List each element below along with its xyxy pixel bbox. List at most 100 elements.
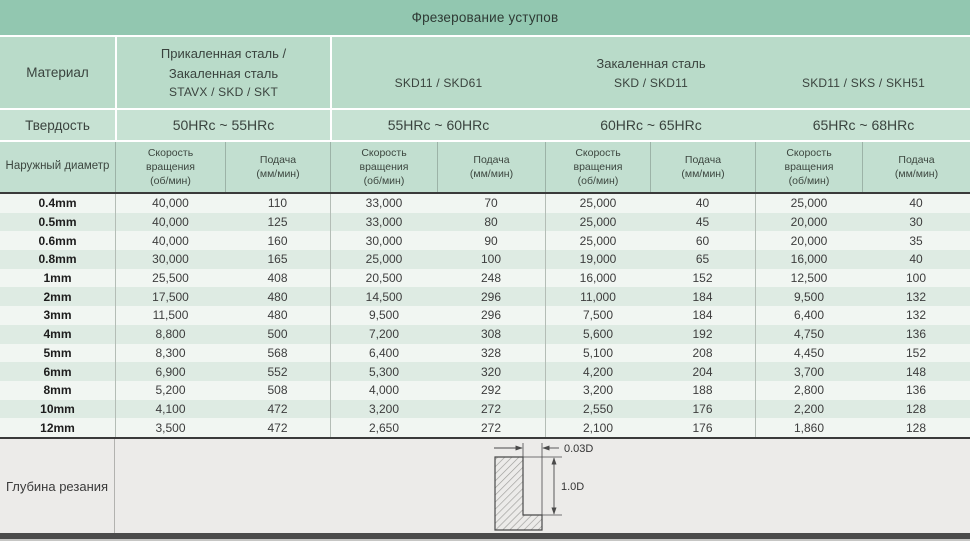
- diameter-cell: 12mm: [40, 420, 75, 435]
- feed-column-header-g1: Подача (мм/мин): [225, 142, 330, 192]
- speed-cell: 33,000: [330, 212, 437, 232]
- speed-cell: 14,500: [330, 287, 437, 307]
- feed-cell: 65: [695, 252, 710, 267]
- material-group1-cell: Прикаленная сталь / Закаленная сталь STA…: [115, 37, 330, 108]
- feed-cell: 272: [480, 420, 502, 435]
- feed-cell: 70: [484, 196, 498, 211]
- speed-cell: 12,500: [755, 268, 862, 288]
- diameter-cell: 8mm: [43, 383, 72, 398]
- feed-cell: 100: [905, 271, 927, 286]
- hardness-group3-value: 60HRc ~ 65HRc: [600, 117, 702, 133]
- speed-cell: 9,500: [330, 306, 437, 325]
- feed-cell: 292: [480, 383, 502, 398]
- table-row: 0.5mm 40,000 125 33,000 80 25,000 45 20,000 30: [0, 212, 970, 232]
- hardness-merged-cell: 55HRc ~ 60HRc 60HRc ~ 65HRc 65HRc ~ 68HR…: [330, 110, 970, 140]
- column-header-row: Наружный диаметр Скорость вращения (об/м…: [0, 142, 970, 194]
- dimension-extension-lines: [522, 443, 562, 516]
- speed-cell: 17,500: [115, 287, 225, 307]
- workpiece-cross-section: [494, 456, 543, 531]
- material-group1-line2: Закаленная сталь: [168, 65, 279, 81]
- feed-cell: 184: [692, 289, 713, 304]
- speed-cell: 1,860: [755, 418, 862, 437]
- table-row: 3mm 11,500 480 9,500 296 7,500 184 6,400 132: [0, 306, 970, 325]
- material-group1-alloys: STAVX / SKD / SKT: [169, 85, 278, 99]
- material-group3-alloys: SKD / SKD11: [613, 75, 688, 90]
- step-cut-diagram: 0.03D 1.0D: [494, 443, 593, 531]
- feed-cell: 35: [909, 233, 923, 248]
- speed-cell: 11,500: [115, 306, 225, 325]
- feed-cell: 152: [692, 271, 713, 286]
- feed-cell: 320: [480, 364, 502, 379]
- table-body: 0.4mm 40,000 110 33,000 70 25,000 40 25,000 40 0.…: [0, 194, 970, 439]
- material-group2-alloys: SKD11 / SKD61: [394, 75, 483, 90]
- speed-cell: 4,200: [545, 362, 650, 381]
- speed-column-header-g2: Скорость вращения (об/мин): [330, 142, 437, 192]
- table-row: 0.8mm 30,000 165 25,000 100 19,000 65 16,000 40: [0, 250, 970, 269]
- table-row: 0.4mm 40,000 110 33,000 70 25,000 40 25,000 40: [0, 194, 970, 213]
- material-row-label: Материал: [26, 65, 89, 80]
- hardness-group4-value: 65HRc ~ 68HRc: [812, 117, 915, 133]
- feed-cell: 248: [480, 271, 502, 286]
- diameter-cell: 1mm: [43, 271, 72, 286]
- feed-cell: 272: [480, 401, 502, 416]
- hardness-header-row: Твердость 50HRc ~ 55HRc 55HRc ~ 60HRc 60…: [0, 110, 970, 142]
- speed-cell: 25,500: [115, 268, 225, 288]
- table-row: 1mm 25,500 408 20,500 248 16,000 152 12,500 100: [0, 268, 970, 288]
- feed-cell: 480: [267, 289, 288, 304]
- feed-cell: 100: [480, 252, 502, 267]
- diameter-cell: 10mm: [40, 401, 75, 416]
- speed-cell: 20,500: [330, 268, 437, 288]
- feed-cell: 408: [267, 271, 288, 286]
- feed-cell: 500: [267, 327, 288, 342]
- feed-column-header-g2: Подача (мм/мин): [437, 142, 545, 192]
- speed-cell: 16,000: [545, 268, 650, 288]
- table-row: 5mm 8,300 568 6,400 328 5,100 208 4,450 152: [0, 343, 970, 363]
- step-width-dimension-label: 0.03D: [564, 443, 593, 455]
- depth-dimension-label: 1.0D: [561, 481, 584, 493]
- speed-cell: 2,800: [755, 380, 862, 400]
- speed-cell: 20,000: [755, 212, 862, 232]
- speed-cell: 11,000: [545, 287, 650, 307]
- feed-cell: 472: [267, 401, 288, 416]
- feed-cell: 132: [905, 289, 927, 304]
- bottom-accent-band: [0, 533, 970, 541]
- speed-cell: 5,200: [115, 380, 225, 400]
- speed-cell: 2,550: [545, 399, 650, 419]
- material-merged-cell: Закаленная сталь SKD11 / SKD61 SKD / SKD…: [330, 37, 970, 108]
- table-row: 0.6mm 40,000 160 30,000 90 25,000 60 20,000 35: [0, 231, 970, 251]
- table-row: 6mm 6,900 552 5,300 320 4,200 204 3,700 148: [0, 362, 970, 381]
- feed-cell: 90: [484, 233, 498, 248]
- speed-cell: 6,400: [755, 306, 862, 325]
- speed-cell: 25,000: [755, 194, 862, 213]
- feed-cell: 296: [480, 289, 502, 304]
- table-row: 8mm 5,200 508 4,000 292 3,200 188 2,800 136: [0, 380, 970, 400]
- speed-cell: 9,500: [755, 287, 862, 307]
- feed-cell: 308: [480, 327, 502, 342]
- speed-cell: 8,300: [115, 343, 225, 363]
- material-subgroup-labels: SKD11 / SKD61 SKD / SKD11 SKD11 / SKS / …: [331, 76, 970, 90]
- speed-cell: 30,000: [330, 231, 437, 251]
- feed-cell: 296: [480, 308, 502, 323]
- feed-cell: 508: [267, 383, 288, 398]
- speed-cell: 25,000: [545, 231, 650, 251]
- feed-cell: 160: [267, 233, 288, 248]
- table-row: 12mm 3,500 472 2,650 272 2,100 176 1,860 128: [0, 418, 970, 437]
- feed-cell: 136: [905, 327, 927, 342]
- diameter-cell: 4mm: [43, 327, 72, 342]
- speed-cell: 5,100: [545, 343, 650, 363]
- speed-cell: 6,400: [330, 343, 437, 363]
- feed-column-header-g4: Подача (мм/мин): [862, 142, 970, 192]
- feed-column-header-g3: Подача (мм/мин): [650, 142, 755, 192]
- speed-cell: 3,700: [755, 362, 862, 381]
- feed-cell: 188: [692, 383, 713, 398]
- speed-cell: 4,450: [755, 343, 862, 363]
- diameter-cell: 0.4mm: [38, 196, 77, 211]
- speed-cell: 5,600: [545, 324, 650, 344]
- table-title: Фрезерование уступов: [0, 0, 970, 37]
- diameter-column-header: Наружный диаметр: [0, 142, 115, 192]
- cutting-depth-label: Глубина резания: [0, 439, 115, 533]
- feed-cell: 125: [267, 215, 288, 230]
- diameter-cell: 0.5mm: [38, 215, 77, 230]
- feed-cell: 80: [484, 215, 498, 230]
